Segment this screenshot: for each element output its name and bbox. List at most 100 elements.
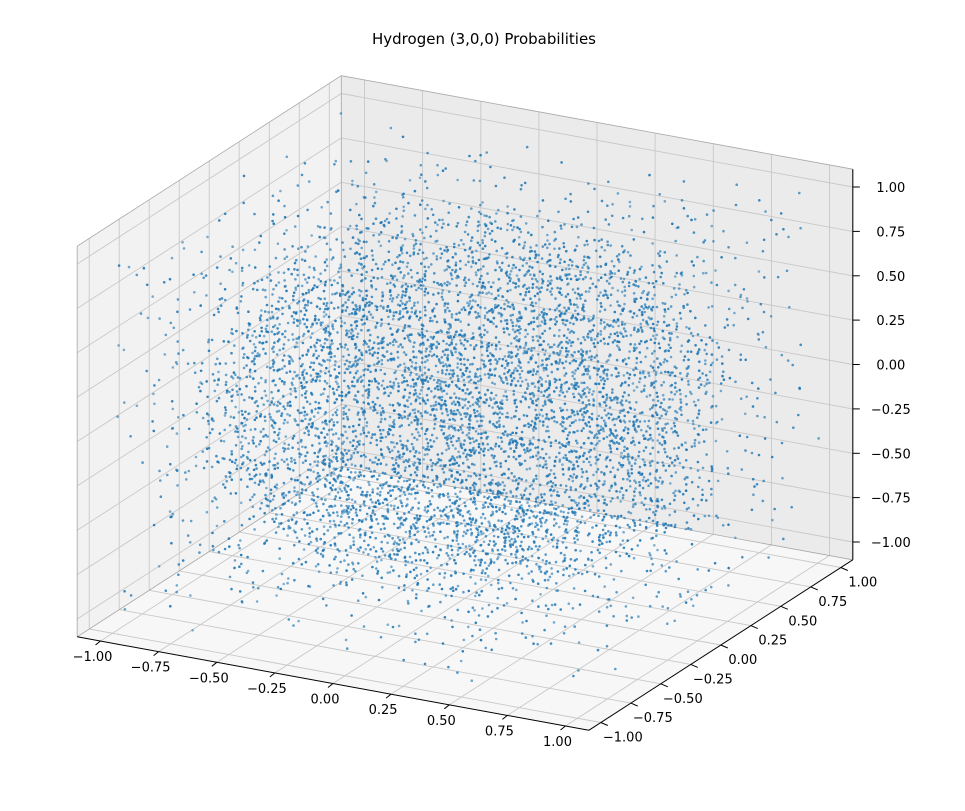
scatter-point <box>626 427 630 430</box>
scatter-point <box>402 351 406 354</box>
scatter-point <box>552 536 555 540</box>
scatter-point <box>365 421 369 424</box>
scatter-point <box>446 413 450 417</box>
scatter-point <box>323 342 327 345</box>
scatter-point <box>700 498 703 502</box>
scatter-point <box>514 457 518 461</box>
scatter-point <box>340 345 343 349</box>
scatter-point <box>538 483 542 487</box>
scatter-point <box>441 218 444 222</box>
scatter-point <box>479 447 483 451</box>
scatter-point <box>372 341 376 345</box>
scatter-point <box>357 242 360 246</box>
scatter-point <box>571 476 574 479</box>
scatter-point <box>401 260 405 264</box>
scatter-point <box>574 529 577 532</box>
scatter-point <box>457 379 460 383</box>
scatter-point <box>468 490 472 493</box>
scatter-point <box>265 486 268 490</box>
scatter-point <box>387 322 391 326</box>
scatter-point <box>387 484 390 488</box>
scatter-point <box>708 336 712 339</box>
scatter-point <box>513 537 516 541</box>
scatter-point <box>710 224 714 228</box>
scatter-point <box>166 473 169 477</box>
scatter-point <box>602 337 606 341</box>
scatter-point <box>394 558 397 561</box>
scatter-point <box>401 215 405 218</box>
scatter-point <box>511 303 514 307</box>
scatter-point <box>406 285 410 288</box>
scatter-point <box>386 282 389 286</box>
scatter-point <box>605 465 608 468</box>
scatter-point <box>610 271 614 275</box>
scatter-point <box>306 476 309 479</box>
scatter-point <box>637 450 641 454</box>
scatter-point <box>628 420 631 423</box>
scatter-point <box>667 307 670 311</box>
scatter-point <box>341 512 344 515</box>
scatter-point <box>508 305 512 309</box>
scatter-point <box>337 365 341 369</box>
scatter-point <box>520 430 524 434</box>
scatter-point <box>763 276 766 279</box>
scatter-point <box>350 498 354 502</box>
scatter-point <box>468 426 472 429</box>
scatter-point <box>271 365 275 368</box>
scatter-point <box>204 274 208 277</box>
scatter-point <box>432 483 436 487</box>
scatter-point <box>367 345 370 349</box>
scatter-point <box>298 474 302 477</box>
scatter-point <box>657 366 660 369</box>
scatter-point <box>265 340 268 344</box>
scatter-point <box>515 478 518 481</box>
scatter-point <box>503 307 506 311</box>
scatter-point <box>302 376 306 379</box>
scatter-point <box>234 444 238 447</box>
scatter-point <box>468 404 472 408</box>
scatter-point <box>363 504 367 507</box>
scatter-point <box>448 463 452 467</box>
scatter-point <box>467 610 470 614</box>
scatter-point <box>586 479 589 483</box>
scatter-point <box>483 495 486 499</box>
scatter-point <box>347 563 350 566</box>
scatter-point <box>439 385 442 388</box>
scatter-point <box>386 507 390 511</box>
scatter-point <box>207 422 211 426</box>
scatter-point <box>357 411 360 414</box>
scatter-point <box>490 648 494 652</box>
scatter-point <box>640 390 643 393</box>
scatter-point <box>333 542 337 545</box>
scatter-point <box>461 431 465 434</box>
scatter-point <box>586 255 590 259</box>
scatter-point <box>769 378 772 381</box>
scatter-point <box>586 367 589 371</box>
scatter-point <box>308 513 312 516</box>
scatter-point <box>665 359 669 363</box>
scatter-point <box>640 328 644 332</box>
scatter-point <box>406 383 410 387</box>
scatter-point <box>392 553 396 556</box>
grid-line-z <box>76 448 342 620</box>
scatter-point <box>454 562 458 565</box>
scatter-point <box>638 308 641 312</box>
scatter-point <box>509 433 512 436</box>
scatter-point <box>485 349 489 352</box>
scatter-point <box>625 334 628 338</box>
scatter-point <box>673 416 677 420</box>
scatter-point <box>648 604 652 608</box>
scatter-point <box>217 550 221 554</box>
scatter-point <box>491 512 495 516</box>
scatter-point <box>572 331 576 334</box>
scatter-point <box>379 635 383 639</box>
scatter-point <box>626 273 629 276</box>
scatter-point <box>774 391 777 395</box>
scatter-point <box>598 543 601 547</box>
scatter-point <box>458 513 462 516</box>
scatter-point <box>404 294 407 297</box>
scatter-point <box>238 387 242 391</box>
scatter-point <box>477 614 481 617</box>
scatter-point <box>394 370 398 373</box>
scatter-point <box>393 338 396 342</box>
